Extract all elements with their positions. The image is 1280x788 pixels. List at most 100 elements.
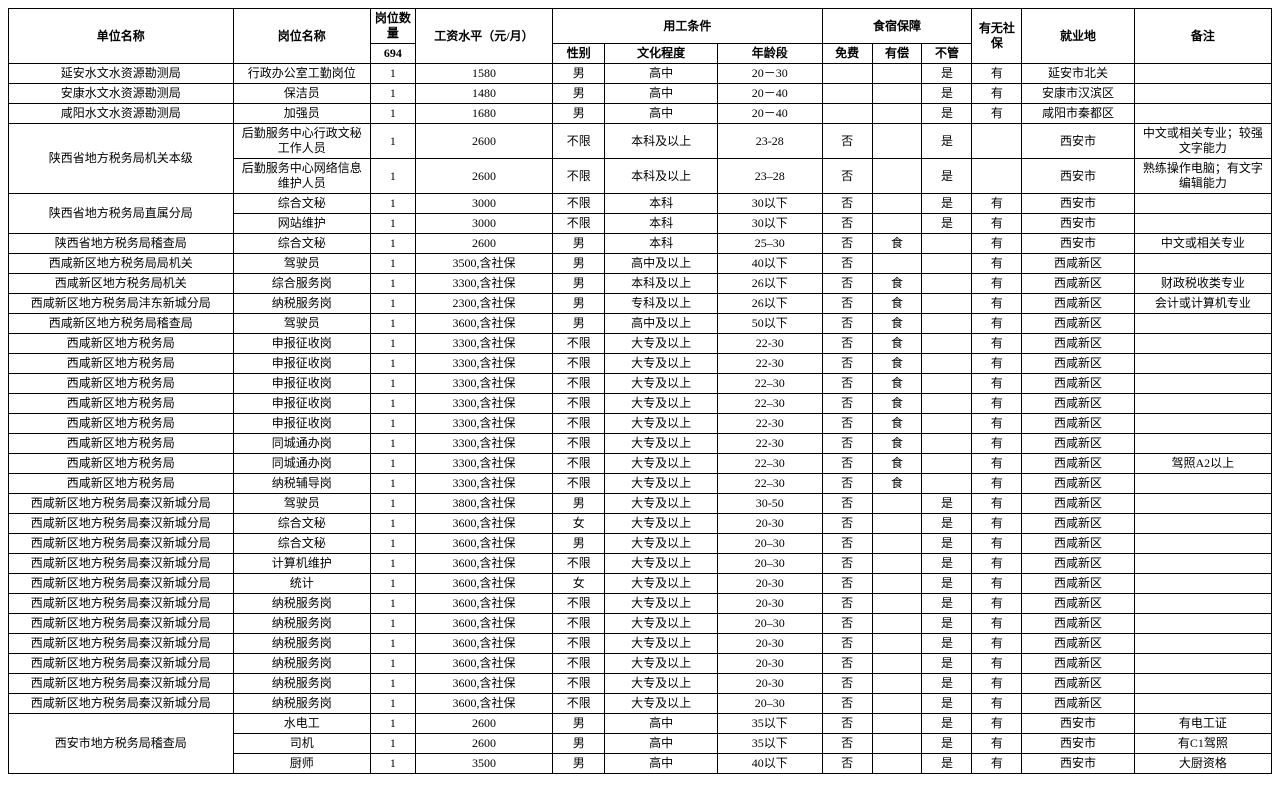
cell-age: 20–30 xyxy=(717,694,822,714)
cell-edu: 本科 xyxy=(605,234,717,254)
cell-paid: 食 xyxy=(872,414,922,434)
table-row: 西咸新区地方税务局秦汉新城分局纳税服务岗13600,含社保不限大专及以上20–3… xyxy=(9,614,1272,634)
cell-social: 有 xyxy=(972,654,1022,674)
cell-salary: 2600 xyxy=(415,124,552,159)
cell-free: 否 xyxy=(822,694,872,714)
cell-none xyxy=(922,294,972,314)
cell-remark: 有电工证 xyxy=(1134,714,1271,734)
table-row: 西咸新区地方税务局秦汉新城分局计算机维护13600,含社保不限大专及以上20–3… xyxy=(9,554,1272,574)
cell-unit: 陕西省地方税务局稽查局 xyxy=(9,234,234,254)
cell-remark xyxy=(1134,674,1271,694)
cell-social xyxy=(972,124,1022,159)
cell-none: 是 xyxy=(922,534,972,554)
cell-salary: 3600,含社保 xyxy=(415,694,552,714)
cell-age: 20－40 xyxy=(717,104,822,124)
cell-age: 23-28 xyxy=(717,124,822,159)
cell-salary: 1680 xyxy=(415,104,552,124)
cell-loc: 西咸新区 xyxy=(1022,354,1134,374)
cell-paid: 食 xyxy=(872,274,922,294)
cell-unit: 西咸新区地方税务局 xyxy=(9,374,234,394)
table-row: 西咸新区地方税务局同城通办岗13300,含社保不限大专及以上22–30否食有西咸… xyxy=(9,454,1272,474)
cell-age: 20–30 xyxy=(717,554,822,574)
cell-salary: 3300,含社保 xyxy=(415,394,552,414)
cell-free xyxy=(822,84,872,104)
cell-paid xyxy=(872,194,922,214)
cell-edu: 高中 xyxy=(605,734,717,754)
cell-social: 有 xyxy=(972,474,1022,494)
cell-remark xyxy=(1134,254,1271,274)
cell-free: 否 xyxy=(822,434,872,454)
cell-post: 后勤服务中心行政文秘工作人员 xyxy=(233,124,370,159)
cell-none xyxy=(922,314,972,334)
cell-unit: 西安市地方税务局稽查局 xyxy=(9,714,234,774)
cell-social: 有 xyxy=(972,194,1022,214)
cell-loc: 西咸新区 xyxy=(1022,554,1134,574)
cell-loc: 西咸新区 xyxy=(1022,374,1134,394)
cell-unit: 西咸新区地方税务局机关 xyxy=(9,274,234,294)
cell-post: 厨师 xyxy=(233,754,370,774)
header-gender: 性别 xyxy=(553,44,605,64)
cell-paid xyxy=(872,634,922,654)
cell-salary: 3600,含社保 xyxy=(415,574,552,594)
cell-edu: 高中及以上 xyxy=(605,314,717,334)
header-social: 有无社保 xyxy=(972,9,1022,64)
cell-post: 综合服务岗 xyxy=(233,274,370,294)
cell-none xyxy=(922,434,972,454)
cell-gender: 不限 xyxy=(553,434,605,454)
cell-free: 否 xyxy=(822,159,872,194)
header-loc: 就业地 xyxy=(1022,9,1134,64)
cell-social: 有 xyxy=(972,84,1022,104)
header-cond-group: 用工条件 xyxy=(553,9,823,44)
cell-social: 有 xyxy=(972,374,1022,394)
cell-social: 有 xyxy=(972,394,1022,414)
cell-remark xyxy=(1134,654,1271,674)
cell-unit: 西咸新区地方税务局秦汉新城分局 xyxy=(9,514,234,534)
cell-unit: 延安水文水资源勘测局 xyxy=(9,64,234,84)
cell-social: 有 xyxy=(972,64,1022,84)
cell-salary: 3300,含社保 xyxy=(415,474,552,494)
cell-none xyxy=(922,394,972,414)
cell-count: 1 xyxy=(370,654,415,674)
cell-salary: 3300,含社保 xyxy=(415,434,552,454)
cell-social: 有 xyxy=(972,254,1022,274)
cell-unit: 西咸新区地方税务局局机关 xyxy=(9,254,234,274)
cell-post: 申报征收岗 xyxy=(233,414,370,434)
cell-age: 20–30 xyxy=(717,614,822,634)
cell-paid: 食 xyxy=(872,294,922,314)
cell-free: 否 xyxy=(822,574,872,594)
table-row: 西咸新区地方税务局申报征收岗13300,含社保不限大专及以上22-30否食有西咸… xyxy=(9,354,1272,374)
cell-count: 1 xyxy=(370,554,415,574)
cell-none: 是 xyxy=(922,554,972,574)
cell-post: 计算机维护 xyxy=(233,554,370,574)
cell-none xyxy=(922,274,972,294)
cell-gender: 不限 xyxy=(553,474,605,494)
cell-post: 行政办公室工勤岗位 xyxy=(233,64,370,84)
cell-none xyxy=(922,414,972,434)
cell-remark xyxy=(1134,434,1271,454)
cell-salary: 3500 xyxy=(415,754,552,774)
cell-post: 综合文秘 xyxy=(233,514,370,534)
cell-post: 纳税辅导岗 xyxy=(233,474,370,494)
cell-gender: 不限 xyxy=(553,414,605,434)
cell-count: 1 xyxy=(370,614,415,634)
cell-remark: 熟练操作电脑；有文字编辑能力 xyxy=(1134,159,1271,194)
cell-remark: 有C1驾照 xyxy=(1134,734,1271,754)
cell-none: 是 xyxy=(922,574,972,594)
cell-remark xyxy=(1134,84,1271,104)
cell-gender: 女 xyxy=(553,574,605,594)
table-row: 西咸新区地方税务局申报征收岗13300,含社保不限大专及以上22–30否食有西咸… xyxy=(9,394,1272,414)
cell-unit: 西咸新区地方税务局秦汉新城分局 xyxy=(9,634,234,654)
cell-remark: 中文或相关专业 xyxy=(1134,234,1271,254)
cell-free: 否 xyxy=(822,634,872,654)
cell-remark xyxy=(1134,214,1271,234)
cell-unit: 西咸新区地方税务局 xyxy=(9,474,234,494)
cell-unit: 西咸新区地方税务局 xyxy=(9,414,234,434)
cell-none: 是 xyxy=(922,494,972,514)
cell-salary: 3000 xyxy=(415,214,552,234)
cell-post: 纳税服务岗 xyxy=(233,594,370,614)
cell-social: 有 xyxy=(972,494,1022,514)
cell-edu: 本科 xyxy=(605,194,717,214)
cell-loc: 西咸新区 xyxy=(1022,294,1134,314)
cell-loc: 西安市 xyxy=(1022,214,1134,234)
cell-age: 20-30 xyxy=(717,594,822,614)
